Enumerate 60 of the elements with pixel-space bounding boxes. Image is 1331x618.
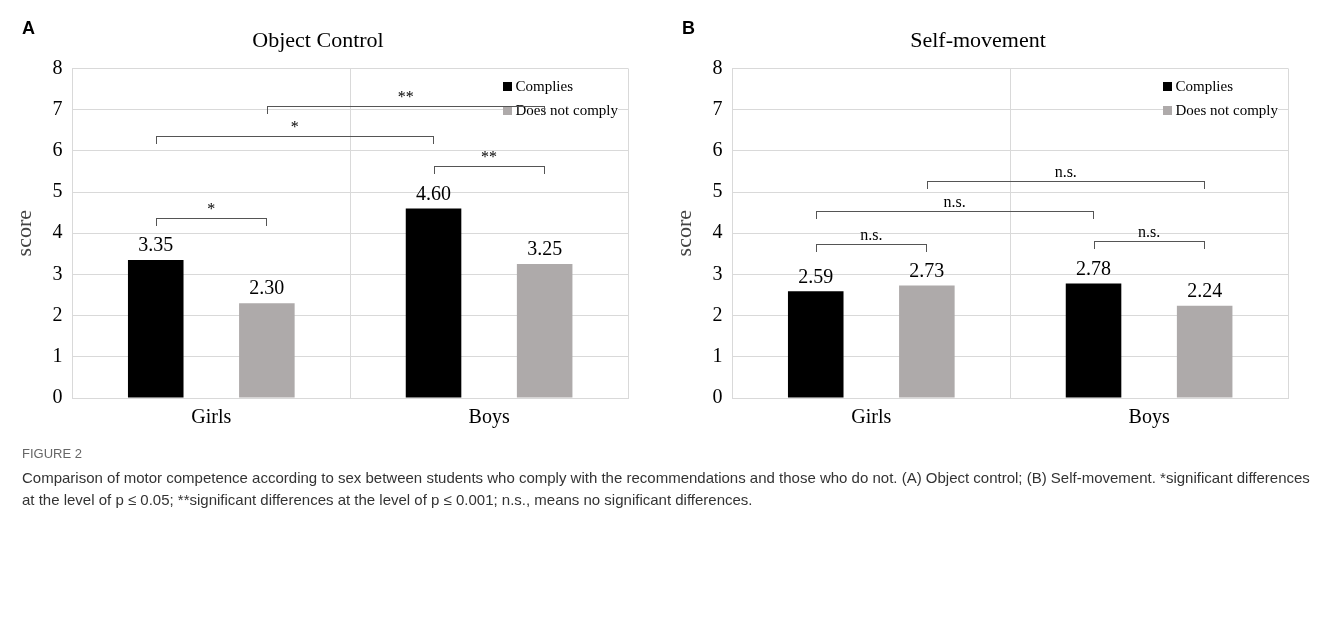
- legend-label: Complies: [1175, 77, 1234, 97]
- y-tick-label: 6: [712, 138, 723, 161]
- annotation: n.s.: [942, 193, 967, 212]
- y-tick-label: 3: [712, 261, 723, 284]
- y-tick-label: 8: [52, 55, 63, 78]
- y-tick-label: 3: [52, 261, 63, 284]
- x-tick-label: Girls: [191, 405, 232, 428]
- y-tick-label: 4: [712, 220, 723, 243]
- chart-subtitle: B: [682, 18, 695, 39]
- x-tick-label: Boys: [468, 405, 510, 429]
- annotation: n.s.: [1136, 223, 1162, 242]
- y-axis-title: score: [670, 209, 696, 257]
- annotation: **: [397, 88, 414, 106]
- annotation: **: [480, 148, 499, 167]
- data-label: 2.78: [1076, 256, 1112, 279]
- y-tick-label: 8: [712, 55, 723, 78]
- text: FIGURE 2: [22, 446, 83, 461]
- bracket: **: [433, 148, 545, 175]
- bar: [127, 259, 184, 398]
- bar: [405, 208, 462, 398]
- y-tick-label: 5: [712, 179, 723, 202]
- bracket: n.s.: [815, 193, 1094, 220]
- data-label: 2.73: [909, 258, 945, 281]
- y-tick-label: 7: [712, 96, 723, 119]
- x-tick-label: Boys: [1128, 405, 1170, 429]
- bracket: *: [155, 199, 267, 226]
- data-label: 2.30: [249, 276, 285, 299]
- annotation: n.s.: [859, 225, 884, 244]
- chart-title: Object Control: [252, 26, 384, 52]
- bracket: n.s.: [1093, 223, 1205, 250]
- annotation: *: [289, 118, 300, 137]
- text: Comparison of motor competence according to sex between students who comply with the recommendations and those who do not. (A) Object control; (B) Self-movement. *significant differences at the level of p ≤ 0.05; **significant differences at the level of p ≤ 0.001; n.s., means no significant differences.: [22, 468, 1311, 510]
- y-tick-label: 6: [52, 138, 63, 161]
- data-label: 2.59: [798, 264, 834, 287]
- y-tick-label: 5: [52, 179, 63, 202]
- y-tick-label: 2: [712, 302, 723, 325]
- data-label: 3.35: [138, 233, 174, 256]
- x-tick-label: Girls: [851, 405, 892, 428]
- y-tick-label: 1: [712, 344, 723, 367]
- legend-label: Complies: [515, 77, 574, 97]
- chart-title: Self-movement: [910, 26, 1046, 52]
- bracket: *: [155, 118, 434, 145]
- y-axis-title: score: [10, 209, 36, 257]
- legend-label: Does not comply: [1175, 101, 1278, 121]
- data-label: 2.24: [1187, 278, 1223, 301]
- annotation: *: [206, 199, 217, 218]
- y-tick-label: 0: [52, 385, 63, 408]
- y-tick-label: 1: [52, 344, 63, 367]
- y-tick-label: 4: [52, 220, 63, 243]
- bracket: n.s.: [926, 163, 1205, 190]
- y-tick-label: 0: [712, 385, 723, 408]
- data-label: 3.25: [527, 237, 563, 260]
- y-tick-label: 2: [52, 302, 63, 325]
- bar: [239, 303, 295, 398]
- annotation: n.s.: [1053, 163, 1078, 182]
- bar: [516, 264, 573, 398]
- bracket: n.s.: [815, 225, 927, 252]
- chart-subtitle: A: [22, 18, 35, 39]
- y-tick-label: 7: [52, 96, 63, 119]
- data-label: 4.60: [416, 181, 452, 204]
